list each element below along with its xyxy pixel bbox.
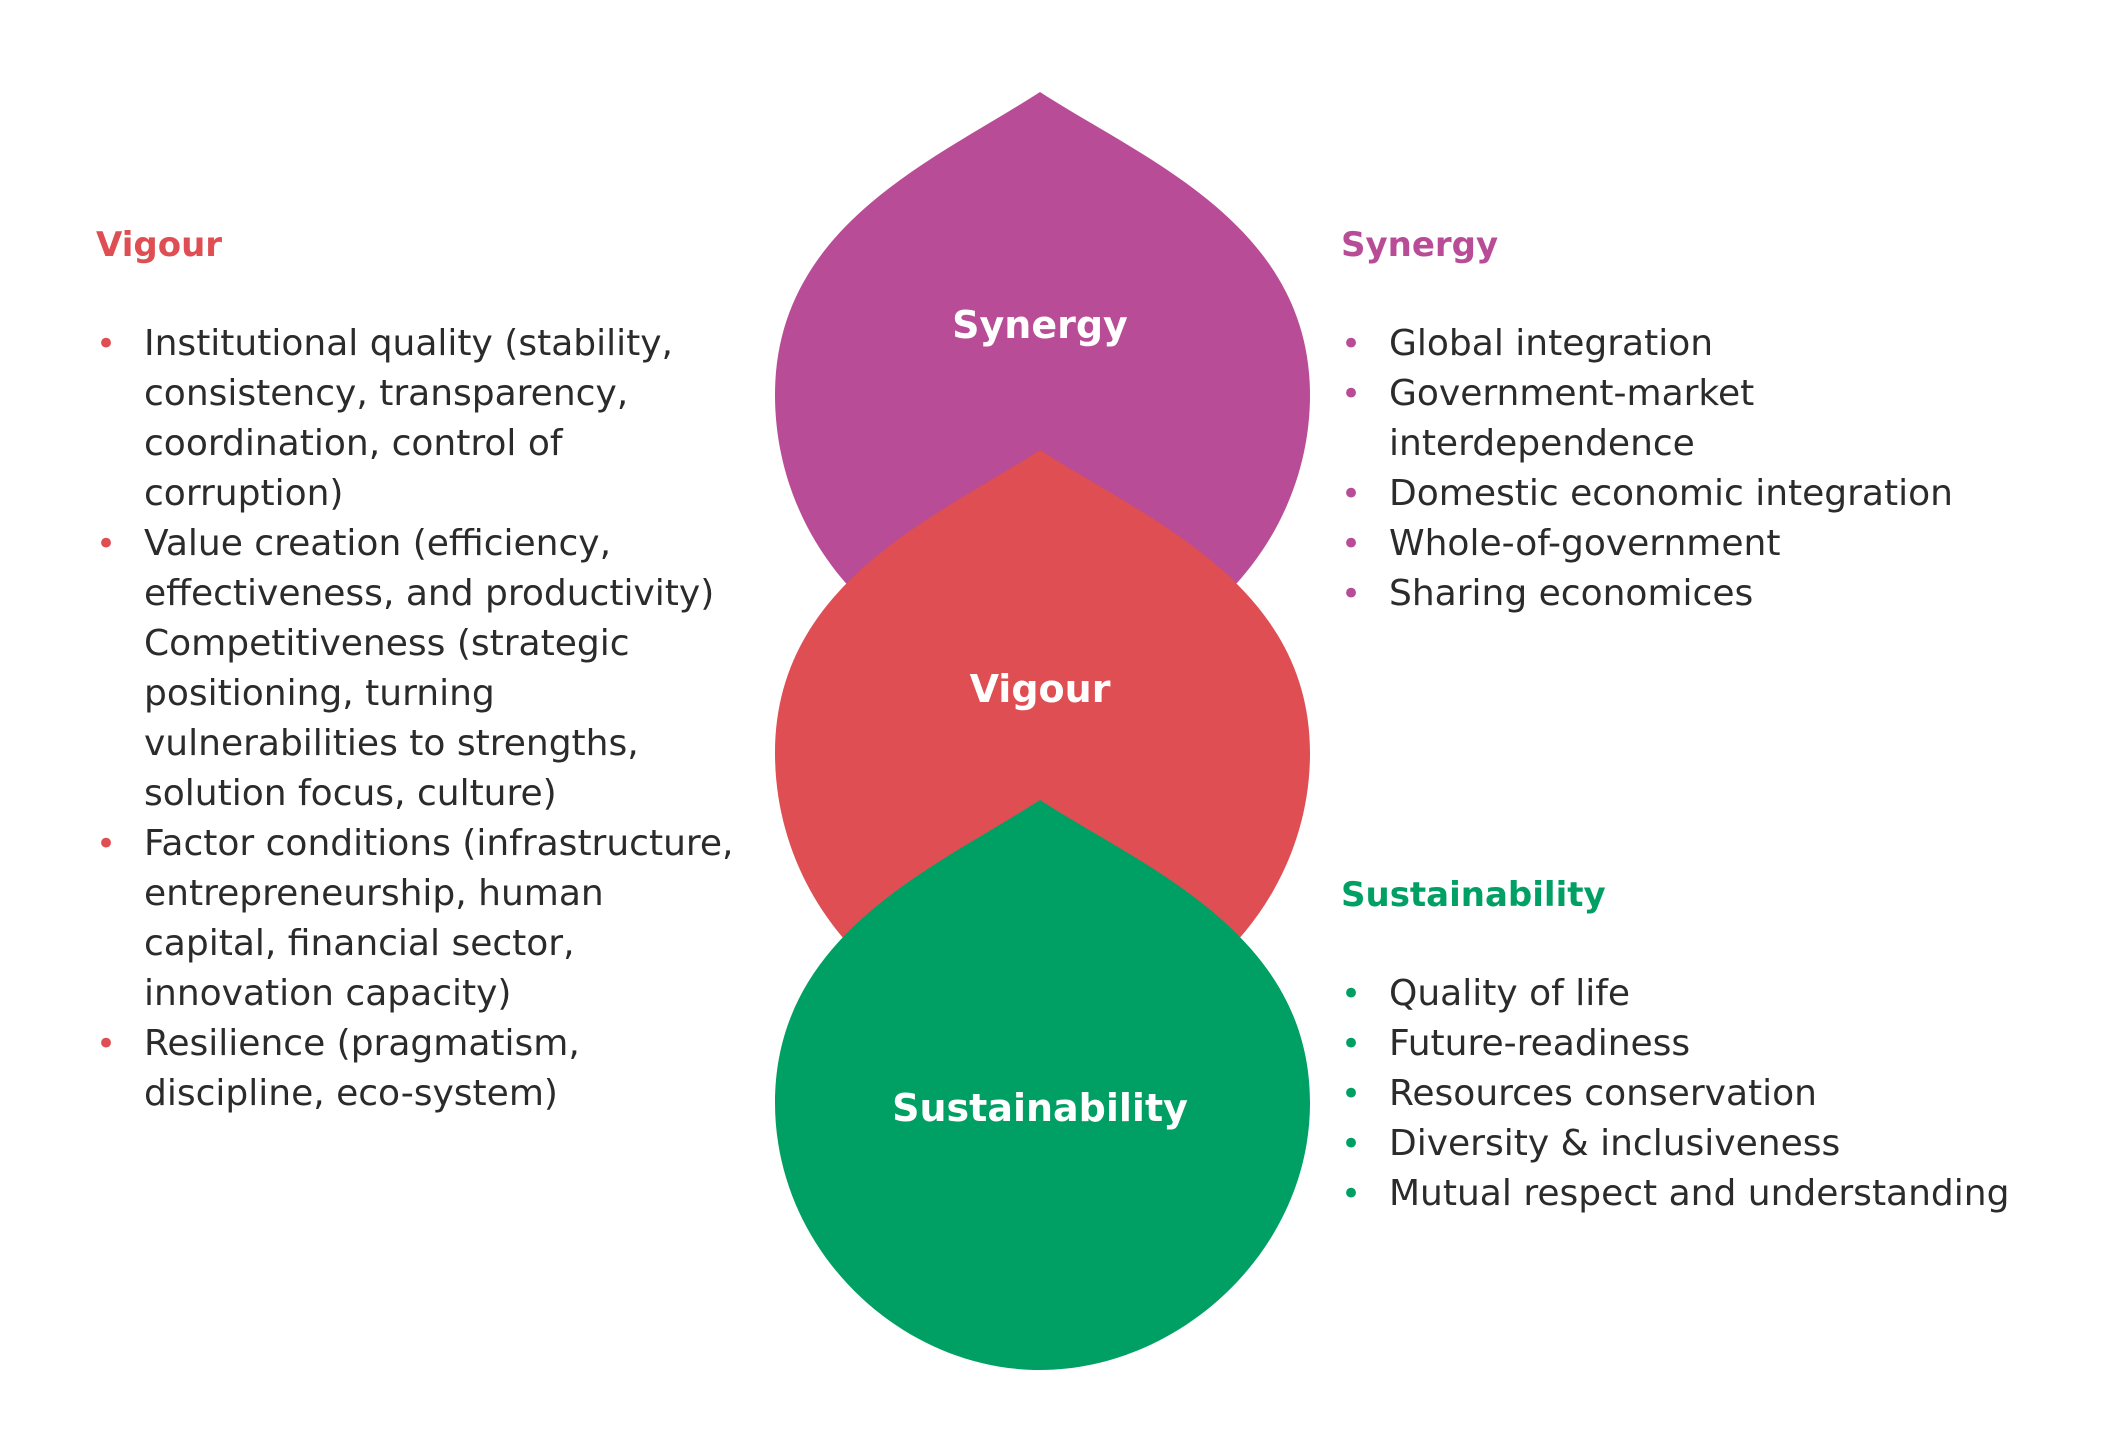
bullet-icon: • — [1341, 374, 1362, 414]
list-item: • Value creation (efficiency, effectivene… — [96, 519, 736, 619]
list-item: • Government-market interdependence — [1341, 369, 2061, 469]
list-item: • Sharing economices — [1341, 569, 2061, 619]
list-item: • Quality of life — [1341, 969, 2101, 1019]
list-item: • Future-readiness — [1341, 1019, 2101, 1069]
list-item-text: Factor conditions (infrastructure, entre… — [144, 823, 734, 1014]
synergy-drop-shape — [775, 92, 1310, 675]
vigour-list: • Institutional quality (stability, consi… — [96, 319, 736, 1119]
list-item-text: Resources conservation — [1389, 1073, 1817, 1114]
bullet-icon: • — [96, 1024, 117, 1064]
bullet-icon: • — [1341, 1024, 1362, 1064]
bullet-icon: • — [96, 824, 117, 864]
list-item: • Global integration — [1341, 319, 2061, 369]
bullet-icon: • — [1341, 474, 1362, 514]
list-item: • Institutional quality (stability, consi… — [96, 319, 736, 519]
list-item-text: Domestic economic integration — [1389, 473, 1953, 514]
list-item: Competitiveness (strategic positioning, … — [96, 619, 736, 819]
list-item-text: Sharing economices — [1389, 573, 1754, 614]
sustainability-panel: Sustainability • Quality of life • Future-r… — [1341, 878, 2101, 1219]
list-item: • Whole-of-government — [1341, 519, 2061, 569]
bullet-icon: • — [96, 324, 117, 364]
sustainability-list: • Quality of life • Future-readiness • Resour… — [1341, 969, 2101, 1219]
list-item-text: Mutual respect and understanding — [1389, 1173, 2010, 1214]
list-item: • Domestic economic integration — [1341, 469, 2061, 519]
bullet-icon: • — [1341, 574, 1362, 614]
list-item-text: Diversity & inclusiveness — [1389, 1123, 1841, 1164]
list-item: • Resilience (pragmatism, discipline, eco… — [96, 1019, 736, 1119]
list-item-text: Competitiveness (strategic positioning, … — [144, 623, 639, 814]
sustainability-shape-label: Sustainability — [892, 1086, 1188, 1130]
list-item-text: Future-readiness — [1389, 1023, 1691, 1064]
bullet-icon: • — [1341, 1174, 1362, 1214]
list-item-text: Whole-of-government — [1389, 523, 1781, 564]
synergy-list: • Global integration • Government-market in… — [1341, 319, 2061, 619]
bullet-icon: • — [1341, 1124, 1362, 1164]
list-item: • Diversity & inclusiveness — [1341, 1119, 2101, 1169]
synergy-panel: Synergy • Global integration • Government-m… — [1341, 228, 2061, 619]
sustainability-drop-shape — [775, 800, 1310, 1370]
sustainability-heading: Sustainability — [1341, 875, 1606, 915]
list-item-text: Value creation (efficiency, effectivenes… — [144, 523, 715, 614]
list-item-text: Government-market interdependence — [1389, 373, 1755, 464]
list-item: • Mutual respect and understanding — [1341, 1169, 2101, 1219]
bullet-icon: • — [1341, 974, 1362, 1014]
bullet-icon: • — [1341, 1074, 1362, 1114]
list-item-text: Global integration — [1389, 323, 1714, 364]
list-item-text: Quality of life — [1389, 973, 1631, 1014]
bullet-icon: • — [1341, 324, 1362, 364]
bullet-icon: • — [96, 524, 117, 564]
vigour-heading: Vigour — [96, 225, 223, 265]
synergy-shape-label: Synergy — [952, 303, 1128, 347]
synergy-heading: Synergy — [1341, 225, 1499, 265]
bullet-icon: • — [1341, 524, 1362, 564]
vigour-panel: Vigour • Institutional quality (stability… — [96, 228, 736, 1119]
list-item: • Resources conservation — [1341, 1069, 2101, 1119]
list-item-text: Institutional quality (stability, consis… — [144, 323, 673, 514]
list-item-text: Resilience (pragmatism, discipline, eco-… — [144, 1023, 580, 1114]
list-item: • Factor conditions (infrastructure, entr… — [96, 819, 736, 1019]
vigour-shape-label: Vigour — [970, 667, 1111, 711]
